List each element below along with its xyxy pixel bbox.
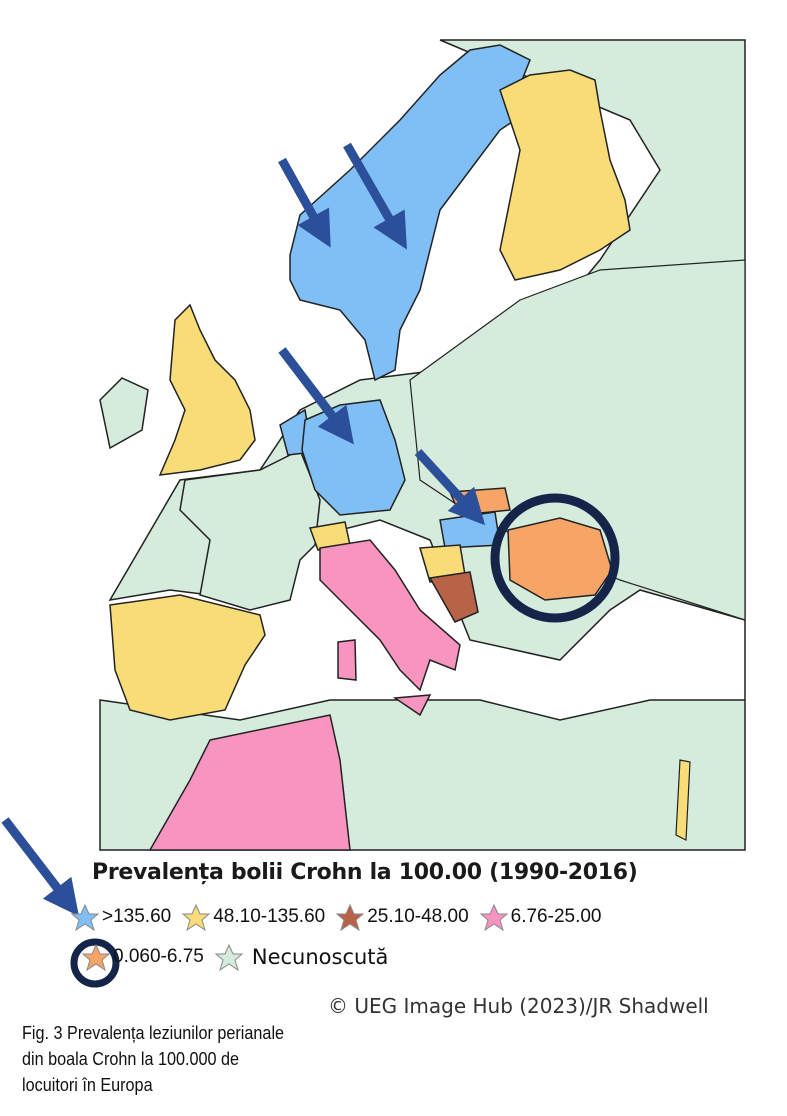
legend-item: >135.60 [70, 903, 171, 931]
legend-item: Necunoscută [214, 943, 389, 971]
legend-row-2: 0.060-6.75 Necunoscută [81, 943, 398, 971]
sicily [392, 694, 432, 717]
star-icon [81, 943, 111, 971]
romania-highlight-circle [490, 493, 620, 623]
legend-label: 0.060-6.75 [113, 946, 204, 967]
legend-label: 25.10-48.00 [367, 906, 469, 927]
legend-item: 0.060-6.75 [81, 943, 204, 971]
land-east [409, 259, 746, 621]
arrow-sweden [343, 142, 407, 250]
legend-row-1: >135.60 48.10-135.60 25.10-48.00 6.76-25… [70, 903, 612, 931]
romania [507, 517, 613, 601]
arrow-germany [278, 347, 354, 445]
figure-caption: Fig. 3 Prevalența leziunilor perianale d… [22, 1023, 285, 1095]
legend-title: Prevalența bolii Crohn la 100.00 (1990-2… [92, 860, 638, 885]
france [179, 448, 321, 611]
legend-highlight-circle [70, 938, 120, 988]
iberia [109, 594, 266, 721]
legend-item: 25.10-48.00 [335, 903, 469, 931]
finland [499, 69, 631, 281]
ireland [99, 377, 149, 450]
arrow-legend [1, 817, 79, 917]
legend-item: 48.10-135.60 [181, 903, 325, 931]
arrow-austria [414, 448, 486, 526]
sardinia [337, 639, 357, 681]
star-icon [70, 903, 100, 931]
israel [675, 759, 691, 841]
arrow-norway [278, 157, 331, 248]
bosnia [428, 571, 479, 623]
scandinavia [289, 44, 531, 382]
star-icon [181, 903, 211, 931]
legend-label: 6.76-25.00 [510, 906, 602, 927]
algeria [148, 714, 351, 851]
italy [319, 539, 461, 692]
uk [158, 303, 256, 476]
copyright-text: © UEG Image Hub (2023)/JR Shadwell [328, 994, 709, 1018]
star-icon [214, 943, 244, 971]
star-icon [479, 903, 508, 931]
legend-label: 48.10-135.60 [213, 906, 326, 927]
legend-label: Necunoscută [251, 945, 389, 969]
star-icon [335, 903, 365, 931]
legend-item: 6.76-25.00 [479, 903, 602, 931]
legend-label: >135.60 [102, 906, 172, 927]
